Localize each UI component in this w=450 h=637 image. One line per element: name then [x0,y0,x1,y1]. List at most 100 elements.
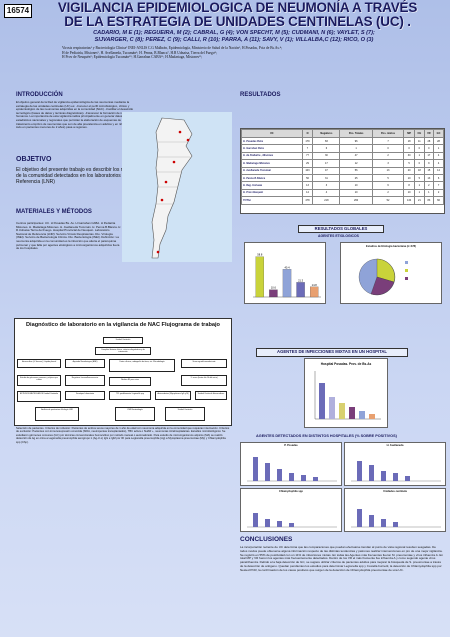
results-table-container: UC N Negativos Pos. Totales Pos. mixtos … [240,128,445,214]
mixed-bar [329,397,335,419]
mixed-bar [339,403,345,419]
table-cell: 1 [339,144,373,153]
bar [269,289,278,298]
legend-swatch [405,261,408,264]
label-resultados-globales: RESULTADOS GLOBALES [298,225,384,233]
flow-box: Suero agudo/convaleciente [181,359,227,368]
table-cell: 5 [403,159,416,168]
methods-text: Selección de pacientes. Criterios de inc… [16,427,230,444]
section-objetivo-title: OBJETIVO [16,156,52,163]
row-label-cell: TOTAL [241,196,303,205]
flow-box: TIF: posiblemente Legionella spp [109,391,151,400]
label-agentes-etiologicos: AGENTES ETIOLOGICOS [318,234,359,238]
table-row: H. Garrahan Bsks 7 6 1 0 0 0 0 1 [241,144,444,153]
table-cell: 25 [339,173,373,183]
table-cell: 66 [433,196,444,205]
bar-value-label: 58.8 [257,253,263,257]
header-cell: N [301,129,314,138]
label-agentes-detectados: AGENTES DETECTADOS EN DISTINTOS HOSPITAL… [256,434,397,438]
bar-value-label: 10.6 [271,286,277,290]
table-cell: 6 [371,181,405,190]
flow-box: Completa Historia clínica, criterios dia… [95,347,151,355]
row-label-cell: H. Posadas Bsks [241,136,303,146]
table-cell: 179 [301,136,314,146]
row-label-cell: H. Avellaneda Tucumán [241,166,303,175]
table-cell: 5 [414,173,425,183]
mixed-bar [369,414,375,419]
hospital-chart-1: P. Posadas [240,442,342,486]
affiliation-line: H Prov de Neuquén⁹; Epidemiología Tucumá… [62,55,203,60]
table-cell: 3 [312,181,341,190]
title-line-1: VIGILANCIA EPIDEMIOLOGICA DE NEUMONÍA A … [57,0,418,15]
flowchart-title: Diagnóstico de laboratorio en la vigilan… [26,322,220,328]
table-row: H. Madariaga Misiones 29 17 12 3 5 0 9 4 [241,159,444,168]
table-cell: 10 [403,188,416,198]
table-cell: 2 [433,188,444,198]
bar [282,269,292,298]
table-cell: 29 [301,159,314,168]
poster-title: VIGILANCIA EPIDEMIOLOGICA DE NEUMONÍA A … [30,1,445,29]
small-chart-title: Chlamydophila spp [279,490,303,493]
table-cell: 12 [339,159,373,168]
table-cell: 10 [339,188,373,198]
section-intro-title: INTRODUCCIÓN [16,92,63,98]
flow-box: 1ª suero (hasta día 10 del inicio) [181,375,227,386]
small-chart-svg [351,509,441,528]
bar [255,256,264,298]
small-chart-title: P. Posadas [284,444,298,447]
authors: CADARIO, M E (1); REGUEIRA, M (2); CABRA… [34,30,434,44]
mixed-bar [349,407,355,419]
legend-swatch [405,269,408,272]
mixed-chart-title: Hospital Posadas. Prov. de Bs.As [320,362,372,366]
header-cell: MP [403,129,416,138]
materiales-text: Centros participantes: UC. H Posadas Bs.… [16,221,121,251]
header-cell: Pos. mixtos [371,129,405,138]
table-cell: 478 [301,196,314,205]
bar [296,282,305,298]
bar-chart-global: 58.8 10.6 40.4 21.3 14.8 [244,242,326,304]
table-cell: 14 [433,166,444,175]
pie-chart-svg [358,258,408,296]
table-cell: 103 [301,166,314,175]
table-cell: 134 [403,196,416,205]
header-cell: VR [423,129,435,138]
row-label-cell: H. Penna B.Blanca [241,173,303,183]
table-cell: 17 [423,151,435,161]
pie-slice [376,258,395,283]
small-chart-title: H. Avellaneda [386,444,404,447]
poster-id: 16574 [4,4,32,18]
table-cell: 2 [371,188,405,198]
table-cell: 13 [301,181,314,190]
header-cell: GC [433,129,444,138]
table-cell: 10 [339,181,373,190]
table-cell: 5 [371,173,405,183]
row-label-cell: H. Prov Neuquén [241,188,303,198]
table-cell: 1 [414,188,425,198]
small-chart-svg [247,457,337,482]
table-cell: 28 [433,136,444,146]
bar [310,286,319,298]
row-label-cell: H. Reg. Ushuaia [241,181,303,190]
table-cell: 28 [423,136,435,146]
table-cell: 10 [403,173,416,183]
flow-box: Unidad Centinela [165,407,205,421]
flow-box: Serotipos Laboratorio [65,391,105,400]
table-cell: 52 [371,196,405,205]
table-cell: 0 [371,144,405,153]
table-cell: 15 [423,166,435,175]
flow-box: Unidad Centinela Hemocultivos [195,391,227,400]
mixed-bar [359,411,365,419]
table-cell: 21 [414,196,425,205]
conclusiones-text: La incorporación reciente de UC determin… [240,545,444,572]
small-chart-title: Unidades centinela [383,490,407,493]
authors-line-2: SIJVARGER, C (8); PEREZ, C (9); CALLI, R… [94,37,374,43]
flow-box: Antecedentes (Mycoplasma IgG y M) [155,391,191,400]
pie-chart-global: Estudios de Etiología bacteriana (n=478) [340,242,442,304]
objetivo-text: El objetivo del presente trabajo es desc… [16,167,224,185]
hospital-chart-4: Unidades centinela [344,488,446,532]
table-cell: 11 [414,136,425,146]
table-cell: 4 [433,151,444,161]
table-row: H. Reg. Ushuaia 13 3 10 6 8 1 2 7 [241,181,444,190]
table-cell: 3 [371,159,405,168]
table-cell: 83 [423,196,435,205]
